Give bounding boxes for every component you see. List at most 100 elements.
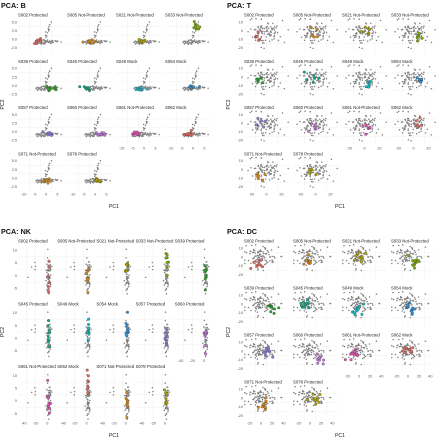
background-point bbox=[322, 26, 325, 28]
background-point bbox=[287, 75, 289, 77]
background-point bbox=[89, 182, 92, 184]
subplot: S060 Protected bbox=[293, 105, 338, 145]
background-point bbox=[414, 115, 417, 118]
sample-point bbox=[194, 25, 198, 29]
y-tick-label: 10 bbox=[239, 247, 243, 251]
background-point bbox=[407, 35, 410, 38]
background-point bbox=[300, 18, 302, 20]
background-point bbox=[293, 309, 295, 312]
background-point bbox=[86, 344, 89, 347]
background-point bbox=[45, 129, 47, 131]
sample-point bbox=[94, 131, 98, 135]
background-point bbox=[303, 173, 306, 175]
background-point bbox=[397, 309, 399, 312]
background-point bbox=[409, 120, 411, 122]
sample-point bbox=[46, 378, 50, 382]
sample-point bbox=[189, 84, 192, 88]
background-point bbox=[353, 18, 355, 20]
background-point bbox=[320, 85, 322, 87]
background-point bbox=[311, 120, 313, 122]
background-point bbox=[88, 343, 91, 346]
background-point bbox=[371, 118, 374, 121]
background-point bbox=[268, 173, 271, 176]
background-point bbox=[306, 26, 309, 29]
background-point bbox=[364, 308, 367, 311]
background-point bbox=[254, 338, 257, 340]
background-point bbox=[144, 85, 147, 87]
background-point bbox=[409, 30, 411, 33]
background-point bbox=[255, 302, 257, 304]
background-point bbox=[415, 27, 417, 29]
sample-point bbox=[78, 85, 82, 89]
background-point bbox=[92, 87, 95, 90]
background-point bbox=[55, 133, 57, 135]
sample-point bbox=[257, 38, 261, 42]
background-point bbox=[298, 65, 301, 67]
background-point bbox=[89, 346, 91, 349]
background-point bbox=[309, 82, 312, 84]
background-point bbox=[401, 80, 404, 83]
background-point bbox=[409, 245, 411, 248]
background-point bbox=[261, 88, 264, 90]
background-point bbox=[143, 35, 146, 37]
background-point bbox=[273, 128, 275, 131]
background-point bbox=[304, 156, 306, 159]
sample-point bbox=[47, 328, 51, 332]
background-point bbox=[271, 308, 273, 311]
background-point bbox=[125, 277, 128, 280]
background-point bbox=[332, 41, 335, 44]
background-point bbox=[73, 328, 76, 330]
sample-point bbox=[46, 284, 50, 288]
background-point bbox=[48, 392, 51, 395]
background-point bbox=[247, 306, 250, 309]
background-point bbox=[125, 351, 127, 354]
background-point bbox=[417, 72, 419, 74]
background-point bbox=[195, 87, 197, 90]
background-point bbox=[87, 395, 90, 397]
background-point bbox=[414, 251, 417, 253]
background-point bbox=[311, 245, 313, 248]
background-point bbox=[163, 326, 166, 328]
background-point bbox=[408, 134, 411, 137]
y-tick-label: 5.0 bbox=[12, 20, 17, 24]
y-tick-label: -10 bbox=[238, 264, 244, 268]
background-point bbox=[276, 71, 278, 74]
background-point bbox=[273, 255, 275, 258]
background-point bbox=[398, 82, 401, 85]
background-point bbox=[259, 253, 262, 256]
background-point bbox=[306, 171, 308, 174]
background-point bbox=[187, 88, 190, 91]
x-tick-label: 5 bbox=[56, 193, 58, 197]
y-tick-label: -2.5 bbox=[10, 46, 17, 50]
background-point bbox=[187, 43, 190, 46]
background-point bbox=[151, 324, 154, 326]
background-point bbox=[420, 34, 423, 37]
background-point bbox=[254, 349, 256, 351]
background-point bbox=[353, 129, 356, 131]
subplot: S071 Not-Protected-40 -20 0 bbox=[96, 364, 135, 426]
background-point bbox=[190, 89, 193, 91]
background-point bbox=[192, 35, 195, 37]
background-point bbox=[152, 265, 154, 268]
background-point bbox=[49, 323, 51, 326]
background-point bbox=[258, 350, 261, 353]
background-point bbox=[125, 340, 128, 342]
background-point bbox=[309, 86, 312, 88]
background-point bbox=[45, 36, 47, 39]
background-point bbox=[361, 77, 364, 79]
panel-title: PCA: T bbox=[227, 1, 252, 10]
background-point bbox=[403, 269, 406, 271]
background-point bbox=[257, 267, 259, 270]
background-point bbox=[410, 79, 413, 81]
background-point bbox=[407, 139, 410, 141]
background-point bbox=[402, 258, 405, 261]
sample-point bbox=[165, 265, 169, 269]
background-point bbox=[303, 39, 306, 42]
background-point bbox=[309, 128, 312, 130]
background-point bbox=[84, 180, 86, 182]
background-point bbox=[144, 124, 147, 126]
background-point bbox=[362, 131, 365, 134]
background-point bbox=[113, 390, 115, 393]
background-point bbox=[352, 85, 355, 88]
background-point bbox=[101, 41, 103, 44]
